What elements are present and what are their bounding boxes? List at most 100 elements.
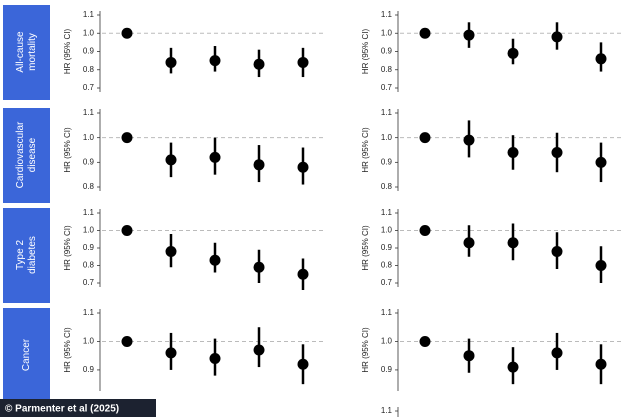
y-tick-label: 1.1 — [381, 10, 393, 19]
y-tick-label: 0.9 — [381, 157, 393, 166]
point — [121, 27, 133, 39]
row-label-line: mortality — [27, 33, 38, 71]
point — [121, 225, 133, 236]
y-axis-label: HR (95% CI) — [63, 28, 72, 74]
y-tick-label: 0.9 — [381, 243, 393, 252]
y-tick-label: 0.8 — [83, 261, 95, 270]
point — [297, 358, 309, 370]
point — [507, 146, 519, 158]
y-tick-label: 0.7 — [381, 83, 393, 92]
y-tick-label: 0.8 — [381, 261, 393, 270]
y-tick-label: 1.1 — [381, 108, 393, 117]
y-tick-label: 1.0 — [83, 133, 95, 142]
row-label-line: Type 2 — [15, 240, 26, 270]
point — [165, 154, 177, 166]
y-tick-label: 0.9 — [83, 365, 95, 374]
point — [595, 260, 607, 271]
row-label: Cardiovasculardisease — [15, 121, 38, 188]
y-tick-label: 0.8 — [381, 65, 393, 74]
credit-band — [0, 399, 156, 417]
point — [209, 254, 221, 266]
point — [253, 261, 265, 273]
point — [419, 27, 431, 39]
point — [121, 132, 133, 144]
point — [165, 347, 177, 359]
point — [463, 134, 475, 146]
point — [419, 132, 431, 144]
y-tick-label: 0.8 — [381, 182, 393, 191]
y-tick-label: 0.7 — [381, 278, 393, 287]
point — [253, 344, 265, 356]
point — [463, 29, 475, 41]
y-axis-label: HR (95% CI) — [361, 225, 370, 271]
y-tick-label: 0.8 — [83, 65, 95, 74]
point — [551, 146, 563, 158]
point — [297, 161, 309, 173]
y-tick-label: 1.1 — [83, 10, 95, 19]
y-tick-label: 0.9 — [381, 47, 393, 56]
y-tick-label: 0.9 — [83, 157, 95, 166]
point — [253, 159, 265, 171]
point — [595, 358, 607, 370]
y-axis-label: HR (95% CI) — [361, 127, 370, 173]
y-tick-label: 1.0 — [381, 133, 393, 142]
point — [121, 335, 133, 347]
y-axis-label: HR (95% CI) — [63, 225, 72, 271]
point — [297, 268, 309, 280]
y-tick-label: 1.0 — [381, 226, 393, 235]
y-tick-label: 1.1 — [381, 208, 393, 217]
y-axis-label: HR (95% CI) — [63, 127, 72, 173]
point — [419, 225, 431, 236]
point — [209, 151, 221, 163]
y-tick-label: 1.0 — [83, 226, 95, 235]
row-band — [3, 308, 50, 403]
y-tick-label: 1.0 — [381, 28, 393, 37]
y-tick-label: 1.1 — [83, 308, 95, 317]
point — [209, 55, 221, 67]
point — [507, 47, 519, 59]
row-label: All-causemortality — [15, 31, 38, 73]
row-band — [3, 108, 50, 203]
point — [209, 353, 221, 365]
point — [551, 31, 563, 43]
row-label-line: diabetes — [27, 236, 38, 274]
point — [165, 56, 177, 68]
row-label: Cancer — [21, 338, 32, 371]
point — [463, 350, 475, 362]
point — [165, 246, 177, 257]
y-tick-label: 0.9 — [381, 365, 393, 374]
point — [595, 53, 607, 65]
point — [463, 237, 475, 249]
y-axis-label: HR (95% CI) — [361, 28, 370, 74]
row-band — [3, 208, 50, 303]
point — [507, 237, 519, 249]
y-axis-label: HR (95% CI) — [361, 327, 370, 373]
point — [419, 335, 431, 347]
y-tick-label: 1.1 — [83, 208, 95, 217]
row-label-line: All-cause — [15, 31, 26, 73]
y-tick-label: 0.8 — [83, 182, 95, 191]
y-axis-label: HR (95% CI) — [63, 327, 72, 373]
y-tick-label: 1.0 — [381, 337, 393, 346]
point — [253, 58, 265, 70]
row-label-line: disease — [27, 137, 38, 172]
point — [551, 246, 563, 257]
row-band — [3, 5, 50, 100]
credit: © Parmenter et al (2025) — [5, 404, 119, 415]
row-label-line: Cancer — [21, 338, 32, 371]
point — [595, 156, 607, 168]
y-tick-label: 1.0 — [83, 337, 95, 346]
y-tick-label: 0.7 — [83, 278, 95, 287]
point — [551, 347, 563, 359]
y-tick-label: 1.0 — [83, 28, 95, 37]
y-tick-label: 0.9 — [83, 47, 95, 56]
y-tick-label: 0.9 — [83, 243, 95, 252]
y-tick-label: 1.1 — [381, 406, 393, 415]
row-label-line: Cardiovascular — [15, 121, 26, 188]
y-tick-label: 1.1 — [83, 108, 95, 117]
y-tick-label: 1.1 — [381, 308, 393, 317]
y-tick-label: 0.7 — [83, 83, 95, 92]
point — [507, 361, 519, 373]
point — [297, 56, 309, 68]
